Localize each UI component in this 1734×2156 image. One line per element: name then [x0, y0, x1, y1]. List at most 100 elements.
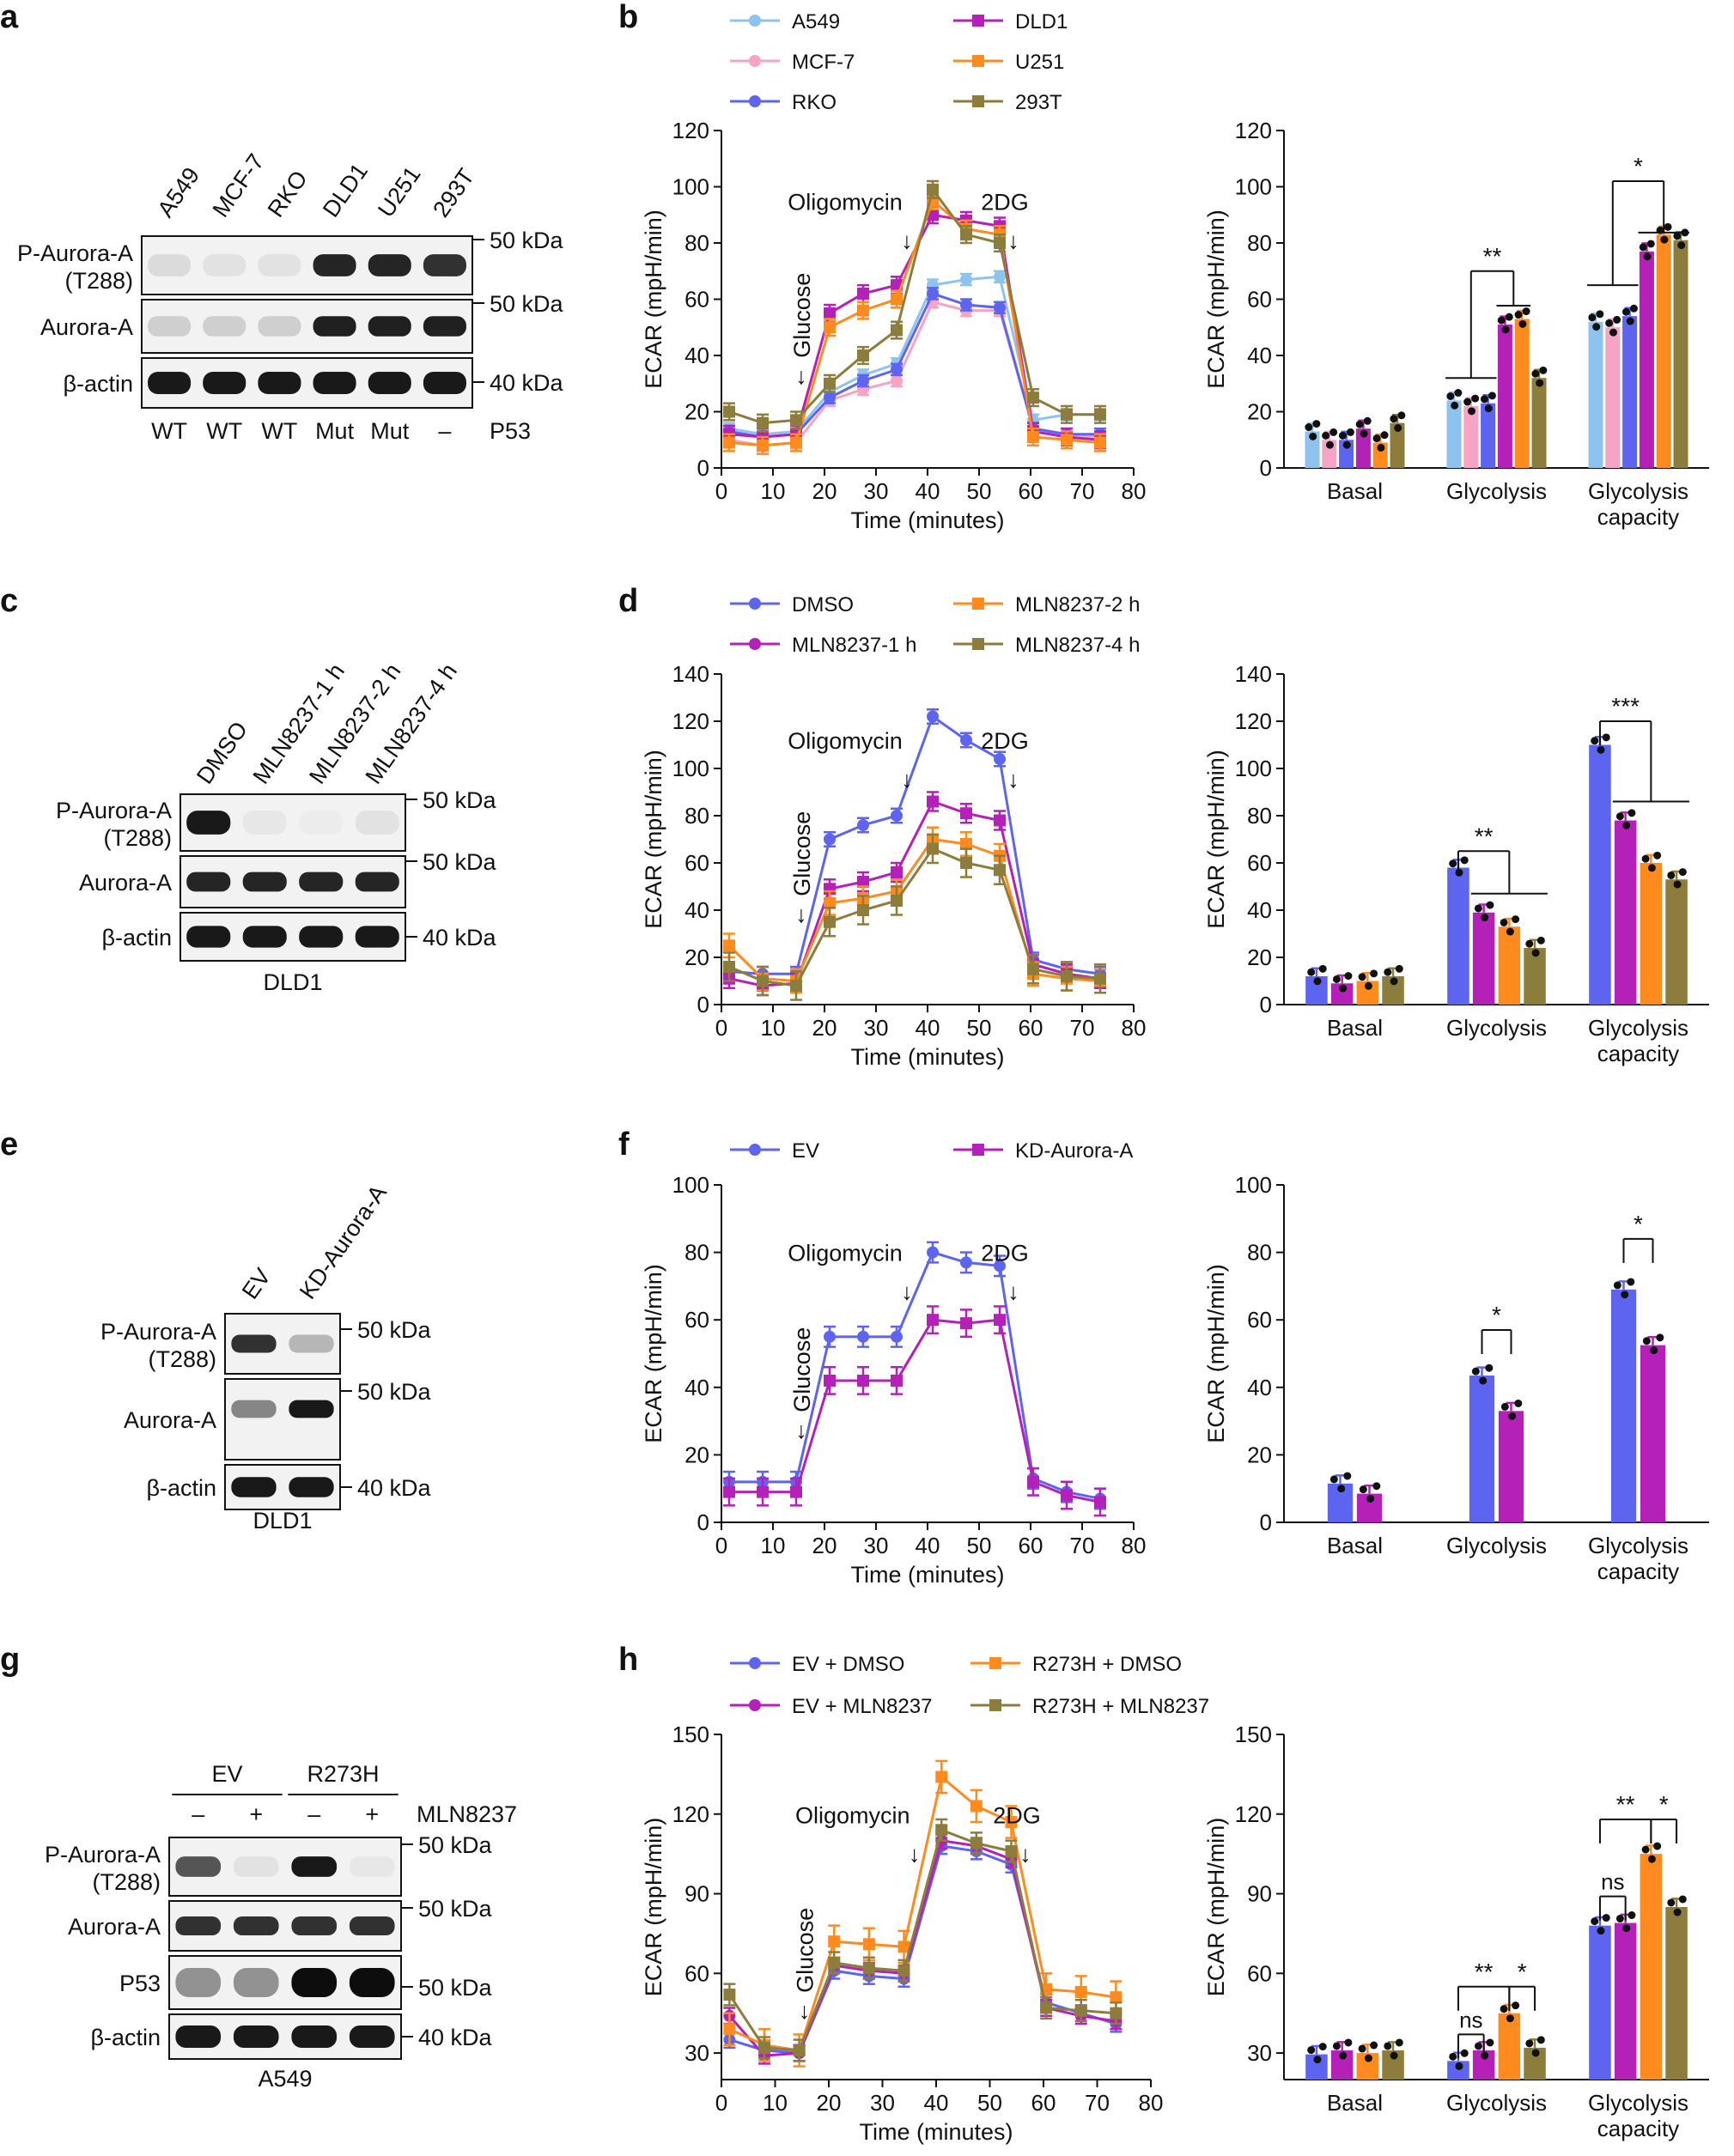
x-tick-label: 60 [1019, 478, 1043, 504]
marker-square [927, 1314, 939, 1327]
y-tick-label: 140 [672, 661, 709, 687]
marker-circle [960, 273, 972, 286]
x-tick-label: 60 [1019, 1015, 1043, 1041]
band [186, 872, 231, 892]
marker-square [793, 2044, 806, 2056]
marker-square [994, 237, 1006, 249]
y-tick-label: 40 [1247, 1375, 1272, 1400]
y-tick-label: 80 [1247, 230, 1272, 256]
y-tick-label: 150 [672, 1722, 709, 1747]
row-label-p-aurora-a: P-Aurora-A (T288) [45, 1842, 161, 1895]
data-point [1506, 927, 1514, 936]
series-line-rko [728, 292, 1100, 439]
data-point [1329, 1475, 1338, 1484]
y-tick-label: 120 [672, 1801, 709, 1827]
bar-mln8237-1-h [1472, 912, 1495, 1005]
marker-square [723, 2023, 736, 2036]
marker-square [857, 304, 869, 317]
chart-f: 0 20 40 60 80 100 ECAR (mpH/min) 0 10 20 30 40 50 60 7… [641, 1139, 1146, 1588]
data-point [1522, 307, 1530, 316]
y-tick-label: 100 [672, 1172, 709, 1198]
row-label-aurora-a: Aurora-A [79, 870, 172, 896]
data-point [1613, 1281, 1621, 1290]
significance-label: ** [1616, 1791, 1635, 1818]
data-point [1592, 323, 1601, 331]
oligomycin-arrow: ↓ [909, 1841, 921, 1867]
kda-label: 50 kDa [418, 1975, 493, 2001]
marker-square [994, 1314, 1006, 1327]
data-point [1512, 2001, 1520, 2010]
band [242, 872, 287, 892]
marker-square [1061, 970, 1073, 982]
marker-square [960, 807, 972, 820]
x-tick-label: 10 [761, 1533, 786, 1558]
data-point [1384, 968, 1392, 976]
data-point [1609, 328, 1617, 337]
marker-square [972, 638, 984, 650]
data-point [1332, 975, 1341, 983]
data-point [1380, 431, 1389, 440]
marker-square [891, 293, 903, 306]
marker-circle [891, 1330, 903, 1343]
x-tick-label: 40 [916, 1015, 940, 1041]
x-tick-label: 10 [761, 478, 786, 504]
marker-square [1110, 2007, 1123, 2019]
data-point [1641, 854, 1650, 863]
row-label-aurora-a: Aurora-A [40, 314, 133, 340]
y-tick-label: 100 [1235, 1172, 1272, 1198]
data-point [1536, 2036, 1545, 2044]
p53-label: P53 [490, 418, 531, 444]
marker-square [723, 1989, 736, 2001]
marker-square [857, 1374, 869, 1387]
data-point [1514, 311, 1523, 319]
kda-label: 50 kDa [490, 228, 564, 253]
marker-circle [749, 1699, 761, 1711]
marker-square [935, 1824, 948, 1837]
data-point [1531, 369, 1540, 378]
bar-dld1 [1639, 251, 1654, 468]
band [242, 811, 287, 835]
data-point [1339, 2051, 1348, 2060]
y-tick-label: 60 [1247, 1307, 1272, 1333]
data-point [1518, 319, 1527, 328]
data-point [1500, 918, 1508, 926]
p53-status: Mut [370, 418, 410, 444]
chart-f-right: 0 20 40 60 80 100 ECAR (mpH/min) Basal Glycolysi… [1203, 1172, 1709, 1584]
data-point [1505, 313, 1513, 321]
data-point [1460, 856, 1469, 865]
data-point [1627, 1278, 1635, 1286]
band [291, 1856, 338, 1877]
y-tick-label: 80 [684, 803, 709, 829]
p53-status: WT [151, 418, 187, 444]
marker-circle [891, 374, 903, 387]
y-axis-label: ECAR (mpH/min) [1203, 1818, 1229, 1997]
y-tick-label: 80 [1247, 803, 1272, 829]
bar-kd-aurora-a [1640, 1345, 1666, 1522]
data-point [1307, 2046, 1316, 2055]
data-point [1650, 1346, 1658, 1355]
series-line-mln8237-1-h [728, 799, 1101, 987]
marker-square [897, 1965, 910, 1977]
y-tick-label: 140 [1235, 661, 1272, 687]
significance-label: * [1492, 1302, 1501, 1328]
band [231, 1334, 277, 1353]
marker-square [824, 896, 836, 909]
bar-mln8237-2-h [1498, 926, 1521, 1005]
data-point [1364, 981, 1372, 990]
y-tick-label: 80 [684, 230, 709, 256]
chart-d-right: 0 20 40 60 80 100 120 140 ECAR (mpH/min) Basal Gly… [1203, 661, 1709, 1066]
marker-square [1094, 972, 1106, 985]
annotation-2dg: 2DG [981, 1241, 1029, 1266]
marker-square [960, 857, 972, 869]
data-point [1539, 366, 1548, 374]
data-point [1313, 2056, 1322, 2064]
data-point [1329, 428, 1338, 436]
y-tick-label: 40 [684, 897, 709, 923]
marker-square [824, 377, 836, 390]
significance-label: * [1518, 1959, 1527, 1985]
group-label-r273h: R273H [307, 1761, 379, 1787]
data-point [1622, 821, 1631, 829]
category-label-basal: Basal [1327, 1533, 1383, 1558]
marker-square [824, 1374, 836, 1387]
marker-square [857, 876, 869, 888]
